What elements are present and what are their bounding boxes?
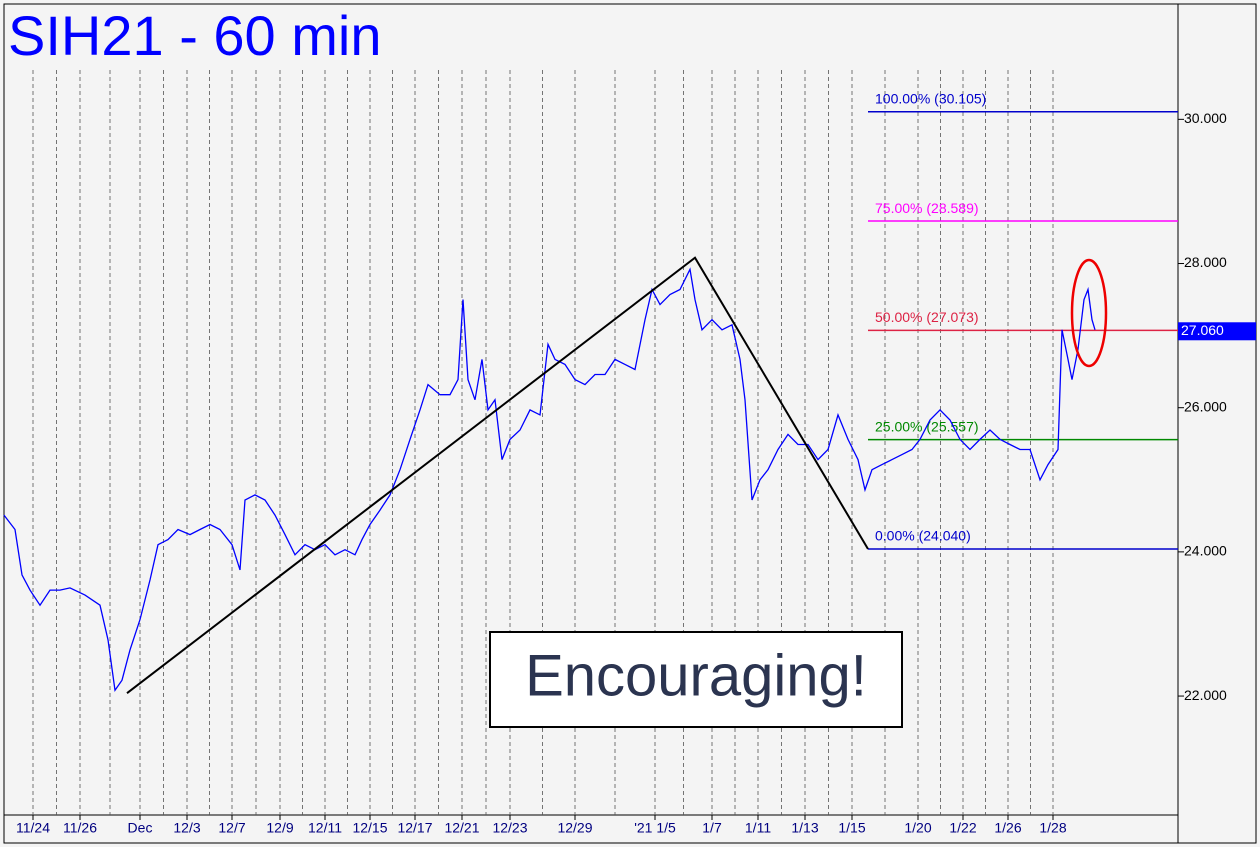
x-axis-panel [3,814,1179,844]
y-tick-label: 22.000 [1184,687,1227,703]
y-tick-label: 30.000 [1184,110,1227,126]
x-tick-label: 12/7 [218,820,245,836]
level-label: 0.00% (24.040) [875,528,971,544]
x-tick-label: '21 1/5 [634,820,676,836]
x-tick-label: 12/17 [397,820,432,836]
x-tick-label: Dec [128,820,153,836]
x-tick-label: 1/11 [745,820,771,836]
x-tick-label: 12/9 [266,820,293,836]
y-tick-label: 28.000 [1184,254,1227,270]
x-tick-label: 12/21 [444,820,479,836]
x-tick-label: 12/3 [173,820,200,836]
x-tick-label: 11/26 [63,820,97,836]
level-label: 100.00% (30.105) [875,90,986,106]
axis-panel [1177,3,1257,844]
x-tick-label: 1/20 [904,820,931,836]
trend-line [126,256,869,694]
chart-title: SIH21 - 60 min [8,4,382,67]
last-value-tag [1178,322,1256,341]
x-tick-label: 11/24 [16,820,50,836]
x-tick-label: 1/22 [949,820,976,836]
level-label: 75.00% (28.589) [875,200,979,216]
last-value-label: 27.060 [1181,322,1224,338]
y-tick-label: 24.000 [1184,543,1227,559]
annotation-box [489,631,903,728]
x-tick-label: 1/7 [702,820,722,836]
x-tick-label: 12/23 [492,820,527,836]
x-tick-label: 1/26 [994,820,1021,836]
y-tick-label: 26.000 [1184,398,1227,414]
level-label: 50.00% (27.073) [875,309,979,325]
x-tick-label: 12/15 [352,820,387,836]
x-tick-label: 12/11 [308,820,342,836]
highlight-ellipse [1070,258,1108,368]
x-tick-label: 12/29 [557,820,592,836]
x-tick-label: 1/13 [791,820,818,836]
annotation: Encouraging! [525,643,867,708]
price-line [3,267,1096,693]
x-tick-label: 1/15 [838,820,865,836]
x-tick-label: 1/28 [1039,820,1066,836]
